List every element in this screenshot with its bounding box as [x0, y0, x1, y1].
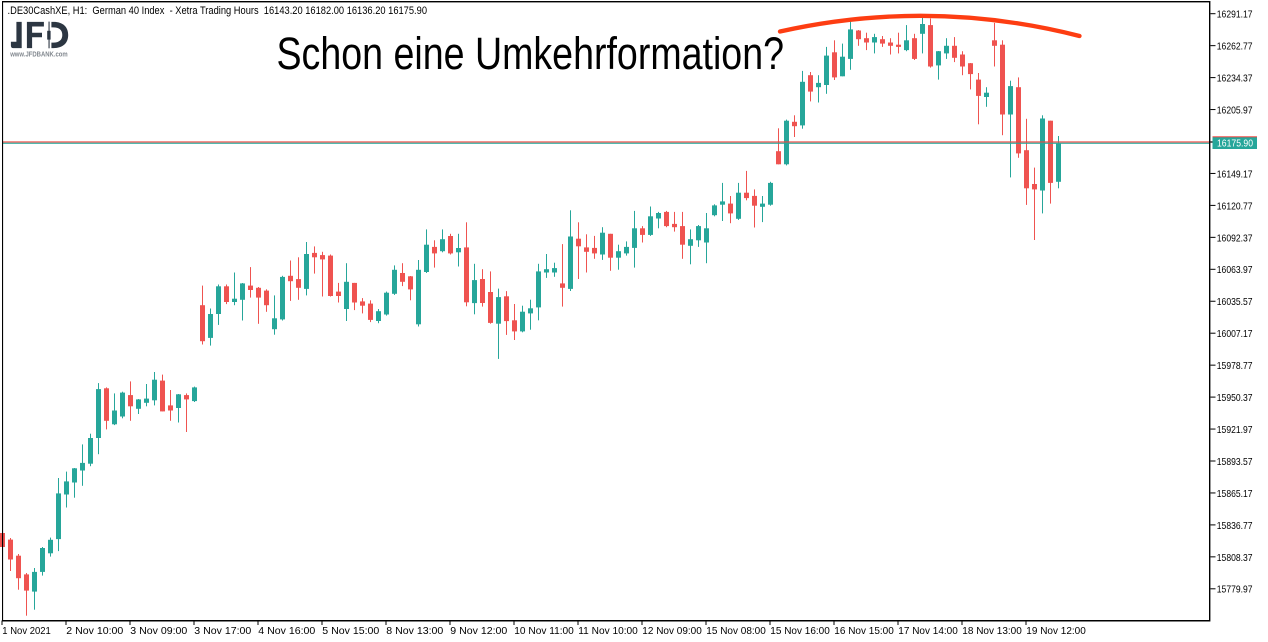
svg-text:15779.97: 15779.97 — [1217, 584, 1253, 596]
svg-text:16 Nov 15:00: 16 Nov 15:00 — [834, 625, 894, 637]
svg-text:2 Nov 10:00: 2 Nov 10:00 — [66, 625, 123, 637]
svg-text:15 Nov 08:00: 15 Nov 08:00 — [706, 625, 766, 637]
svg-text:15836.77: 15836.77 — [1217, 520, 1253, 532]
svg-text:www.JFDBANK.com: www.JFDBANK.com — [9, 51, 67, 58]
svg-text:15921.97: 15921.97 — [1217, 424, 1253, 436]
svg-text:3 Nov 17:00: 3 Nov 17:00 — [194, 625, 251, 637]
svg-text:11 Nov 10:00: 11 Nov 10:00 — [578, 625, 638, 637]
svg-text:16007.17: 16007.17 — [1217, 328, 1253, 340]
svg-text:16063.97: 16063.97 — [1217, 264, 1253, 276]
svg-text:8 Nov 13:00: 8 Nov 13:00 — [386, 625, 443, 637]
svg-text:16035.57: 16035.57 — [1217, 296, 1253, 308]
svg-text:1 Nov 2021: 1 Nov 2021 — [2, 625, 51, 637]
svg-text:12 Nov 09:00: 12 Nov 09:00 — [642, 625, 702, 637]
svg-text:16234.37: 16234.37 — [1217, 73, 1253, 85]
svg-text:17 Nov 14:00: 17 Nov 14:00 — [898, 625, 958, 637]
svg-text:18 Nov 13:00: 18 Nov 13:00 — [962, 625, 1022, 637]
svg-text:15865.17: 15865.17 — [1217, 488, 1253, 500]
svg-text:16291.17: 16291.17 — [1217, 9, 1253, 21]
svg-text:16149.17: 16149.17 — [1217, 168, 1253, 180]
svg-text:15808.37: 15808.37 — [1217, 552, 1253, 564]
svg-text:.DE30CashXE, H1: German 40 In: .DE30CashXE, H1: German 40 Index - Xetra… — [8, 5, 428, 17]
svg-text:16175.90: 16175.90 — [1217, 138, 1253, 150]
svg-text:16120.77: 16120.77 — [1217, 200, 1253, 212]
svg-text:5 Nov 15:00: 5 Nov 15:00 — [322, 625, 379, 637]
svg-text:15 Nov 16:00: 15 Nov 16:00 — [770, 625, 830, 637]
svg-text:15978.77: 15978.77 — [1217, 360, 1253, 372]
svg-text:15950.37: 15950.37 — [1217, 392, 1253, 404]
svg-text:4 Nov 16:00: 4 Nov 16:00 — [258, 625, 315, 637]
svg-text:16092.37: 16092.37 — [1217, 232, 1253, 244]
svg-text:10 Nov 11:00: 10 Nov 11:00 — [514, 625, 574, 637]
svg-text:Schon eine Umkehrformation?: Schon eine Umkehrformation? — [277, 28, 785, 79]
svg-text:16262.77: 16262.77 — [1217, 41, 1253, 53]
svg-text:9 Nov 12:00: 9 Nov 12:00 — [450, 625, 507, 637]
svg-text:19 Nov 12:00: 19 Nov 12:00 — [1026, 625, 1086, 637]
svg-text:15893.57: 15893.57 — [1217, 456, 1253, 468]
svg-text:3 Nov 09:00: 3 Nov 09:00 — [130, 625, 187, 637]
svg-text:16205.97: 16205.97 — [1217, 104, 1253, 116]
